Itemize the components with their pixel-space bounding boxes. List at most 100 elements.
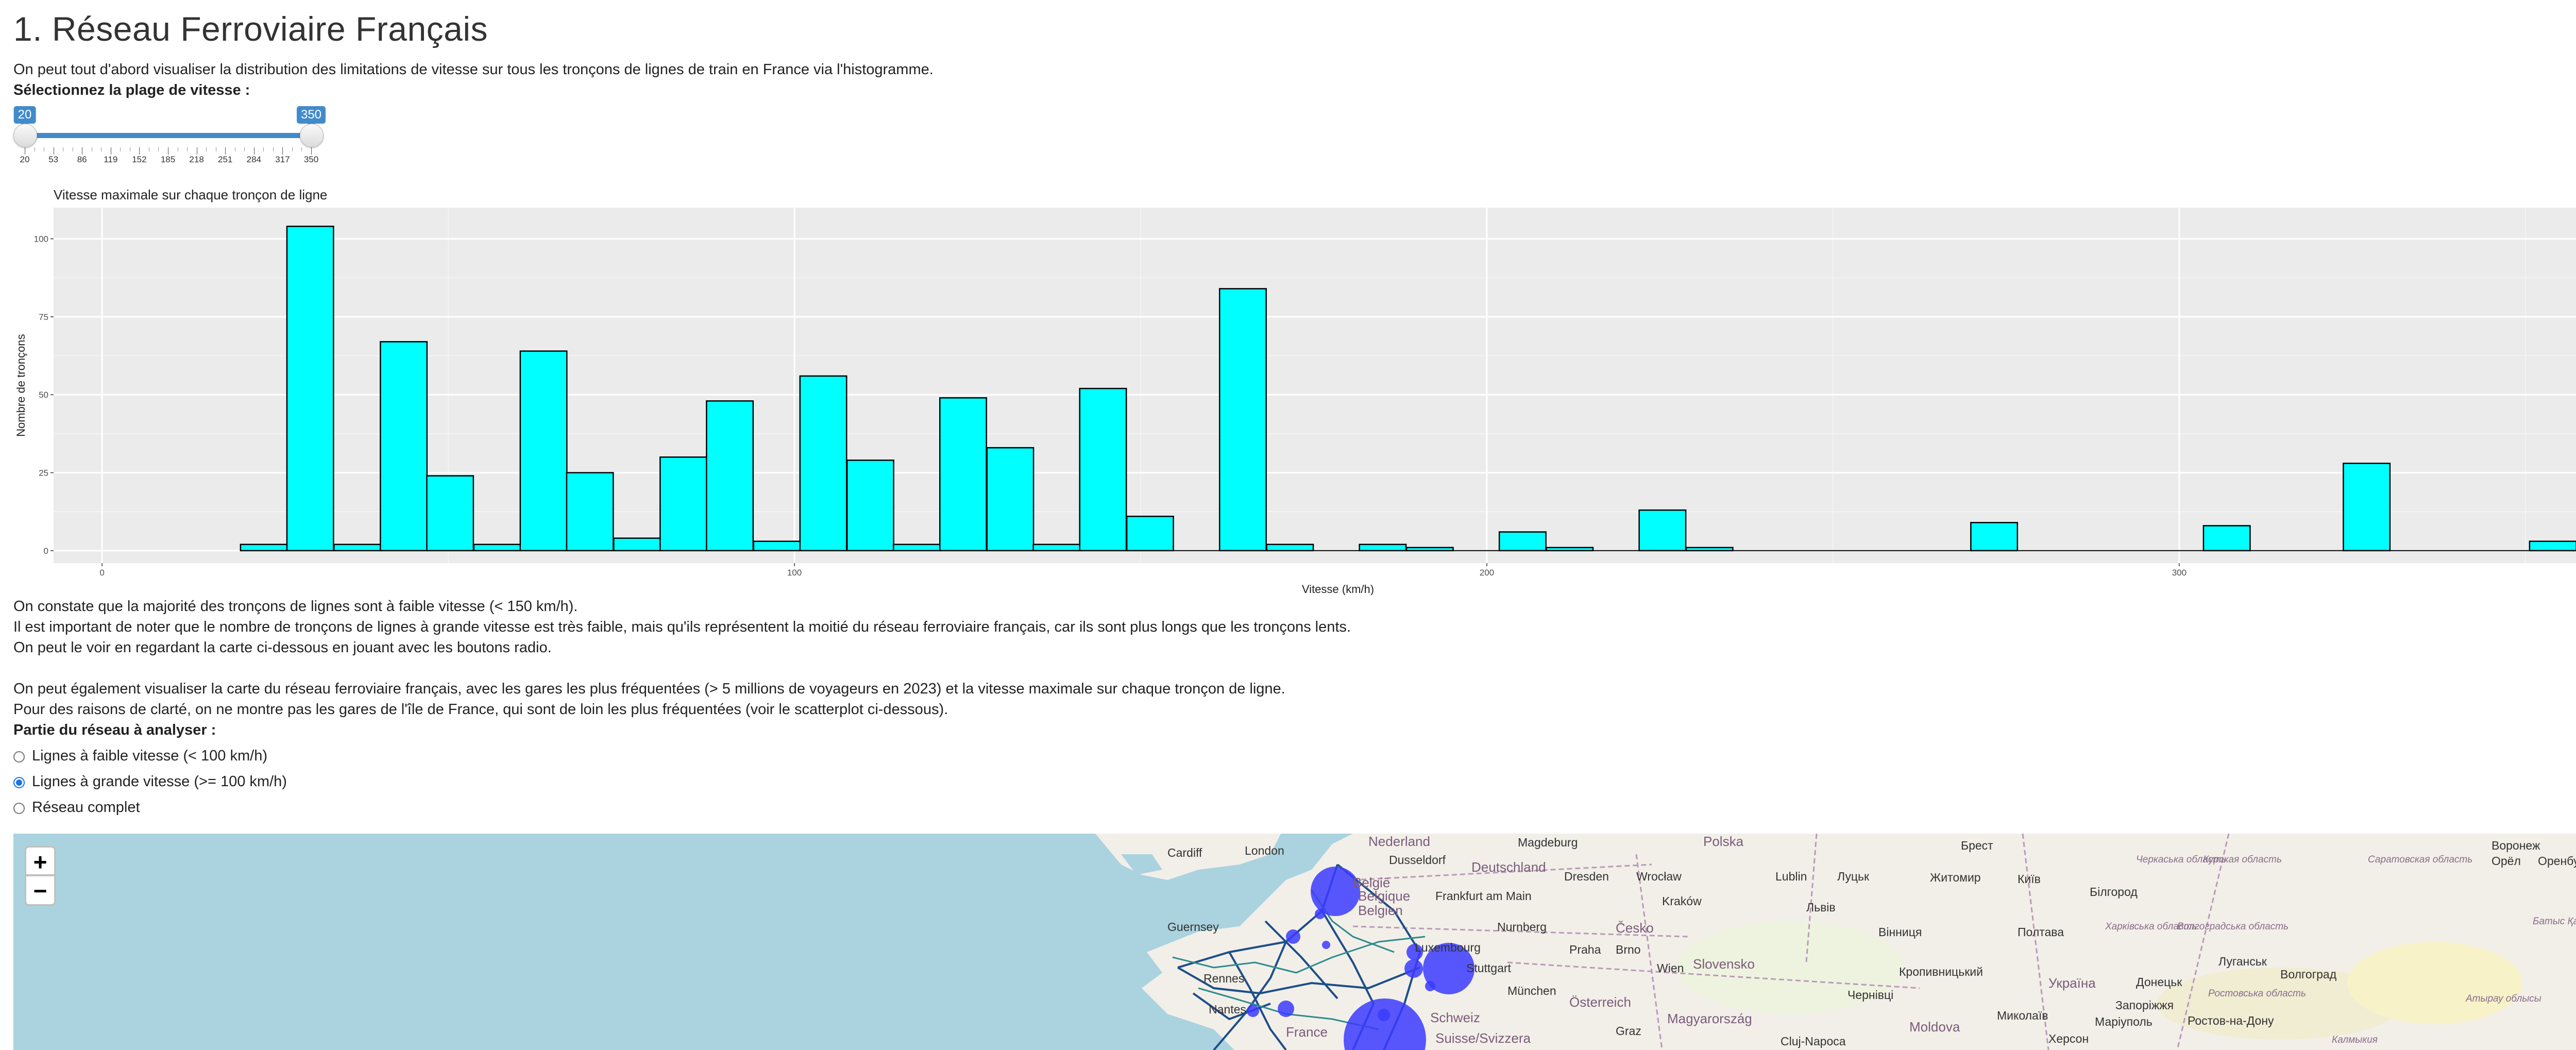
map-place-label: Guernsey (1167, 920, 1219, 934)
slider-tick-label: 284 (246, 155, 261, 164)
map-place-label: Schweiz (1430, 1010, 1480, 1025)
map-place-label: Cluj-Napoca (1781, 1035, 1846, 1048)
y-axis-label: Nombre de tronçons (14, 334, 27, 436)
histogram-bar (846, 460, 894, 552)
y-tick-label: 0 (44, 546, 48, 556)
map-place-label: Орёл (2492, 854, 2521, 868)
histogram-bar (986, 447, 1035, 552)
radio-full-network-label[interactable]: Réseau complet (32, 799, 140, 816)
map-place-label: Magdeburg (1518, 836, 1578, 849)
analysis-text-2: Il est important de noter que le nombre … (13, 619, 1351, 635)
histogram-bar (333, 544, 381, 552)
histogram-bar (892, 544, 941, 552)
slider-ticks (25, 147, 312, 163)
radio-group-label: Partie du réseau à analyser : (13, 722, 216, 738)
speed-range-slider[interactable]: 20 350 20 53 86 119 152 185 218 251 284 317 350 (13, 103, 326, 170)
map-place-label: Херсон (2048, 1032, 2089, 1045)
page-title: 1. Réseau Ferroviaire Français (13, 10, 488, 48)
radio-low-speed-label[interactable]: Lignes à faible vitesse (< 100 km/h) (32, 748, 267, 764)
radio-low-speed-circle[interactable] (13, 751, 25, 763)
map-place-label: Magyarország (1667, 1011, 1752, 1026)
rail-network-map[interactable]: + − Nederland Magdeburg Polska Брест Воронеж… (13, 834, 2576, 1050)
map-place-label: Україна (2048, 975, 2096, 991)
histogram-bar (1359, 544, 1407, 552)
slider-tick-label: 86 (77, 155, 87, 164)
histogram-bar (519, 350, 568, 552)
map-place-label: Praha (1569, 943, 1601, 956)
map-place-label: Волгоградська область (2177, 921, 2289, 932)
radio-high-speed-label[interactable]: Lignes à grande vitesse (>= 100 km/h) (32, 773, 287, 790)
map-intro-text-2: Pour des raisons de clarté, on ne montre… (13, 701, 948, 718)
map-place-label: Frankfurt am Main (1435, 889, 1532, 903)
intro-text: On peut tout d'abord visualiser la distr… (13, 61, 934, 78)
slider-tick-label: 152 (132, 155, 147, 164)
map-place-label: Кропивницький (1899, 965, 1983, 978)
map-place-label: Чернівці (1848, 988, 1894, 1002)
map-place-label: Воронеж (2492, 839, 2540, 852)
map-place-label: Belgien (1358, 903, 1403, 918)
zoom-in-button[interactable]: + (25, 846, 56, 876)
map-place-label: Атырау облысы (2466, 993, 2541, 1004)
histogram-bar (380, 341, 428, 552)
radio-high-speed[interactable]: Lignes à grande vitesse (>= 100 km/h) (13, 771, 287, 792)
radio-full-network[interactable]: Réseau complet (13, 797, 140, 818)
map-place-label: Dusseldorf (1389, 853, 1446, 867)
histogram-bar (1032, 544, 1081, 552)
radio-full-network-circle[interactable] (13, 803, 25, 814)
histogram-bar (939, 397, 987, 552)
histogram-bar (659, 456, 707, 552)
histogram-bar (426, 475, 474, 552)
histogram-bar (1498, 531, 1547, 552)
map-place-label: Луцьк (1837, 870, 1870, 883)
x-axis-label: Vitesse (km/h) (1302, 583, 1374, 595)
map-place-label: Полтава (2018, 925, 2064, 939)
slider-to-value: 350 (296, 106, 326, 127)
radio-low-speed[interactable]: Lignes à faible vitesse (< 100 km/h) (13, 746, 267, 766)
slider-tick (273, 147, 274, 151)
map-place-label: Ростовська область (2208, 988, 2306, 999)
slider-tick (263, 147, 264, 151)
map-place-label: Deutschland (1471, 859, 1546, 875)
map-place-label: Belgique (1358, 888, 1411, 904)
map-intro-text-1: On peut également visualiser la carte du… (13, 681, 1285, 697)
map-place-label: Брест (1961, 839, 1993, 852)
x-tick-label: 200 (1480, 568, 1494, 578)
slider-tick (206, 147, 207, 151)
slider-handle-max[interactable] (300, 124, 324, 147)
map-place-label: Білгород (2090, 885, 2138, 899)
histogram-bar (1970, 522, 2019, 552)
map-place-label: Донецьк (2136, 975, 2182, 989)
map-place-label: Запоріжжя (2115, 998, 2174, 1012)
slider-tick (292, 147, 293, 151)
histogram-bar (799, 375, 848, 552)
slider-tick (187, 147, 188, 151)
chart-title: Vitesse maximale sur chaque tronçon de l… (54, 187, 327, 202)
slider-tick-label: 53 (48, 155, 59, 164)
slider-handle-min[interactable] (13, 124, 37, 147)
map-place-label: Wrocław (1636, 870, 1682, 883)
map-place-label: Житомир (1930, 871, 1981, 884)
slider-tick (244, 147, 245, 151)
map-place-label: Ростов-на-Дону (2188, 1014, 2274, 1027)
histogram-bar (473, 544, 521, 552)
histogram-bar (706, 400, 754, 552)
map-place-label: London (1245, 844, 1284, 857)
histogram-bar (613, 537, 661, 552)
map-place-label: Маріуполь (2095, 1015, 2153, 1028)
histogram-bar (753, 540, 801, 552)
radio-high-speed-circle[interactable] (13, 777, 25, 788)
histogram-bar (2343, 463, 2391, 552)
map-place-label: France (1286, 1024, 1328, 1040)
histogram-bar (2202, 525, 2251, 552)
map-place-label: Вінниця (1878, 925, 1922, 939)
histogram-bar (1638, 509, 1687, 552)
map-place-label: Cardiff (1167, 846, 1202, 859)
map-place-label: Lublin (1775, 870, 1807, 883)
map-place-label: Slovensko (1693, 956, 1755, 972)
zoom-out-button[interactable]: − (25, 876, 56, 906)
map-place-label: Luxembourg (1415, 941, 1481, 954)
slider-bar[interactable] (25, 133, 311, 138)
histogram-bar (1266, 544, 1314, 552)
slider-tick-label: 350 (303, 155, 319, 164)
map-place-label: Österreich (1569, 994, 1631, 1010)
